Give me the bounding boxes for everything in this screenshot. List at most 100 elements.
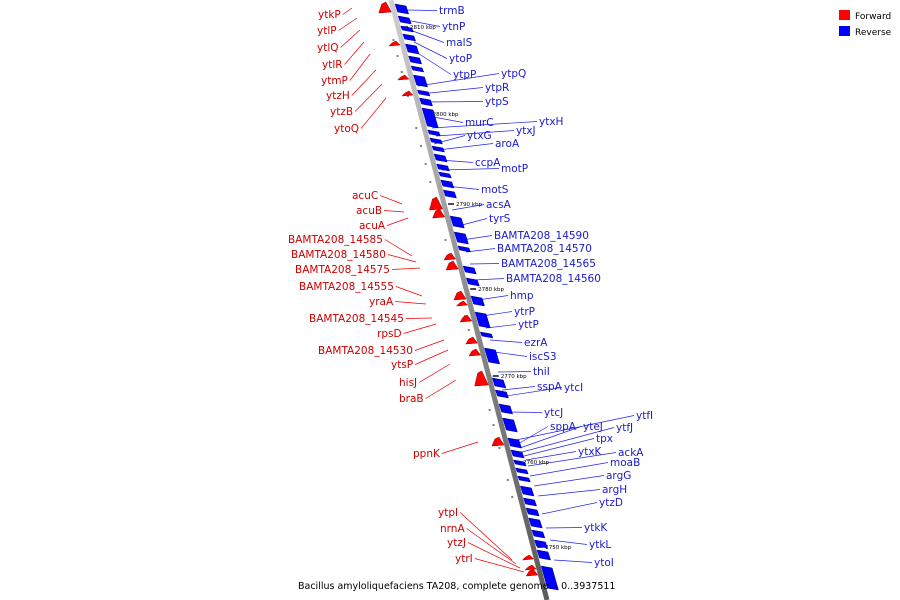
reverse-gene-label-ytnp[interactable]: ytnP	[442, 21, 465, 33]
forward-gene-label-ppnk[interactable]: ppnK	[413, 448, 441, 460]
reverse-gene-feature	[536, 549, 551, 561]
forward-gene-label-acuc[interactable]: acuC	[352, 190, 378, 202]
reverse-gene-label-aroa[interactable]: aroA	[495, 138, 520, 150]
forward-gene-label-acua[interactable]: acuA	[359, 220, 386, 232]
forward-gene-label-ytlp[interactable]: ytlP	[317, 25, 337, 37]
forward-leader-line	[384, 210, 405, 213]
forward-gene-label-nrna[interactable]: nrnA	[440, 523, 465, 535]
reverse-gene-label-ytrp[interactable]: ytrP	[514, 306, 535, 318]
forward-gene-label-yraa[interactable]: yraA	[369, 296, 394, 308]
forward-gene-feature	[401, 90, 414, 97]
forward-gene-label-bamta208-14530[interactable]: BAMTA208_14530	[318, 345, 413, 357]
reverse-gene-label-ytzd[interactable]: ytzD	[599, 497, 623, 509]
forward-gene-label-acub[interactable]: acuB	[356, 205, 382, 217]
reverse-gene-label-ytkk[interactable]: ytkK	[584, 522, 608, 534]
reverse-gene-label-ytpp[interactable]: ytpP	[453, 69, 476, 81]
forward-gene-label-ytkp[interactable]: ytkP	[318, 9, 341, 21]
reverse-gene-label-bamta208-14590[interactable]: BAMTA208_14590	[494, 230, 589, 242]
reverse-leader-line	[529, 462, 609, 477]
forward-gene-label-bamta208-14545[interactable]: BAMTA208_14545	[309, 313, 404, 325]
reverse-leader-line	[437, 143, 494, 151]
forward-gene-label-ytlq[interactable]: ytlQ	[317, 42, 339, 54]
reverse-gene-label-ytoi[interactable]: ytoI	[594, 557, 614, 569]
reverse-gene-label-argg[interactable]: argG	[606, 470, 631, 482]
reverse-leader-line	[493, 351, 528, 357]
forward-gene-label-bamta208-14585[interactable]: BAMTA208_14585	[288, 234, 383, 246]
reverse-gene-label-motp[interactable]: motP	[501, 163, 528, 175]
forward-leader-line	[466, 528, 517, 565]
reverse-gene-label-ytpr[interactable]: ytpR	[485, 82, 509, 94]
forward-gene-label-bamta208-14555[interactable]: BAMTA208_14555	[299, 281, 394, 293]
reverse-gene-label-ytcj[interactable]: ytcJ	[544, 407, 563, 419]
reverse-gene-label-bamta208-14560[interactable]: BAMTA208_14560	[506, 273, 601, 285]
legend: Forward Reverse	[839, 10, 892, 38]
reverse-gene-label-ytps[interactable]: ytpS	[485, 96, 509, 108]
reverse-gene-label-yttp[interactable]: yttP	[518, 319, 539, 331]
reverse-gene-label-bamta208-14565[interactable]: BAMTA208_14565	[501, 258, 596, 270]
reverse-gene-label-acka[interactable]: ackA	[618, 447, 644, 459]
tick-label: 2750 kbp	[545, 545, 571, 551]
reverse-gene-label-bamta208-14570[interactable]: BAMTA208_14570	[497, 243, 592, 255]
forward-gene-feature	[468, 348, 482, 357]
reverse-gene-label-hmp[interactable]: hmp	[510, 290, 534, 302]
forward-gene-label-ytzh[interactable]: ytzH	[326, 90, 350, 102]
reverse-gene-label-ytkl[interactable]: ytkL	[589, 539, 611, 551]
reverse-gene-label-ytxg[interactable]: ytxG	[467, 130, 492, 142]
reverse-gene-feature	[495, 389, 509, 399]
legend-forward-label: Forward	[855, 12, 891, 22]
reverse-gene-feature	[453, 231, 469, 245]
reverse-gene-label-trmb[interactable]: trmB	[439, 5, 465, 17]
reverse-gene-label-iscs3[interactable]: iscS3	[529, 351, 557, 363]
forward-gene-label-rpsd[interactable]: rpsD	[377, 328, 402, 340]
reverse-gene-label-tyrs[interactable]: tyrS	[489, 213, 511, 225]
reverse-leader-line	[489, 339, 523, 343]
reverse-gene-label-ytxh[interactable]: ytxH	[539, 116, 563, 128]
reverse-gene-label-tpx[interactable]: tpx	[596, 433, 613, 445]
legend-forward-swatch	[839, 10, 850, 20]
reverse-gene-label-ytxk[interactable]: ytxK	[578, 446, 603, 458]
forward-gene-label-hisj[interactable]: hisJ	[399, 377, 417, 389]
forward-gene-label-ytmp[interactable]: ytmP	[321, 75, 348, 87]
reverse-gene-label-ytej[interactable]: yteJ	[583, 421, 603, 433]
reverse-gene-label-ytfj[interactable]: ytfJ	[616, 422, 633, 434]
forward-gene-label-bamta208-14580[interactable]: BAMTA208_14580	[291, 249, 386, 261]
forward-leader-line	[425, 379, 457, 399]
forward-gene-label-ytzb[interactable]: ytzB	[330, 106, 353, 118]
reverse-gene-feature	[517, 475, 531, 483]
reverse-gene-label-murc[interactable]: murC	[465, 117, 494, 129]
reverse-gene-feature	[507, 437, 522, 449]
reverse-gene-label-sspa[interactable]: sspA	[537, 381, 563, 393]
legend-reverse-swatch	[839, 26, 850, 36]
reverse-gene-label-moab[interactable]: moaB	[610, 457, 640, 469]
forward-gene-feature	[455, 300, 469, 307]
forward-gene-label-ytlr[interactable]: ytlR	[322, 59, 343, 71]
reverse-gene-label-thii[interactable]: thiI	[533, 366, 550, 378]
reverse-gene-label-ytpq[interactable]: ytpQ	[501, 68, 526, 80]
reverse-gene-label-ytop[interactable]: ytoP	[449, 53, 472, 65]
reverse-gene-label-sppa[interactable]: sppA	[550, 421, 577, 433]
reverse-gene-feature	[523, 497, 537, 507]
forward-gene-label-ytoq[interactable]: ytoQ	[334, 123, 359, 135]
forward-leader-line	[360, 97, 387, 129]
reverse-gene-label-ezra[interactable]: ezrA	[524, 337, 548, 349]
gene-labels: ytkP ytlP ytlQ ytlR ytmP ytzH ytzB ytoQ acuC acuB…	[288, 5, 653, 569]
forward-gene-label-bamta208-14575[interactable]: BAMTA208_14575	[295, 264, 390, 276]
reverse-gene-label-argh[interactable]: argH	[602, 484, 627, 496]
forward-gene-label-ytpi[interactable]: ytpI	[438, 507, 458, 519]
reverse-gene-label-ytci[interactable]: ytcI	[564, 382, 583, 394]
reverse-leader-line	[497, 371, 532, 373]
forward-gene-label-ytzj[interactable]: ytzJ	[447, 537, 466, 549]
reverse-gene-feature	[519, 485, 535, 497]
forward-gene-label-ytsp[interactable]: ytsP	[391, 359, 413, 371]
reverse-gene-label-ytxj[interactable]: ytxJ	[516, 125, 536, 137]
reverse-gene-label-ccpa[interactable]: ccpA	[475, 157, 501, 169]
forward-gene-label-ytri[interactable]: ytrI	[455, 553, 473, 565]
reverse-gene-feature	[397, 15, 412, 25]
reverse-gene-feature	[465, 277, 480, 287]
reverse-gene-label-ytfi[interactable]: ytfI	[636, 410, 653, 422]
reverse-gene-label-acsa[interactable]: acsA	[486, 199, 512, 211]
reverse-gene-label-mots[interactable]: motS	[481, 184, 509, 196]
reverse-leader-line	[501, 386, 536, 391]
reverse-gene-label-mals[interactable]: malS	[446, 37, 473, 49]
forward-gene-label-brab[interactable]: braB	[399, 393, 424, 405]
